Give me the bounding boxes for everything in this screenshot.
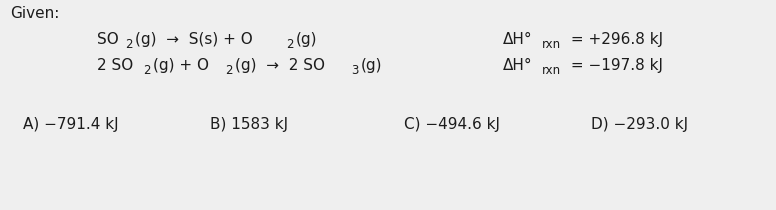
Text: A) −791.4 kJ: A) −791.4 kJ [23,117,119,133]
Text: 2 SO: 2 SO [97,58,133,73]
Text: (g): (g) [361,58,383,73]
Text: D) −293.0 kJ: D) −293.0 kJ [591,117,688,133]
Text: (g): (g) [296,32,317,47]
Text: = −197.8 kJ: = −197.8 kJ [566,58,663,73]
Text: 2: 2 [226,64,233,77]
Text: 2: 2 [144,64,151,77]
Text: rxn: rxn [542,38,560,51]
Text: SO: SO [97,32,119,47]
Text: 2: 2 [125,38,133,51]
Text: ΔH°: ΔH° [503,58,533,73]
Text: = +296.8 kJ: = +296.8 kJ [566,32,663,47]
Text: C) −494.6 kJ: C) −494.6 kJ [404,117,500,133]
Text: (g)  →  S(s) + O: (g) → S(s) + O [134,32,252,47]
Text: B) 1583 kJ: B) 1583 kJ [210,117,289,133]
Text: rxn: rxn [542,64,560,77]
Text: 3: 3 [352,64,359,77]
Text: Given:: Given: [10,6,60,21]
Text: ΔH°: ΔH° [503,32,533,47]
Text: (g)  →  2 SO: (g) → 2 SO [235,58,325,73]
Text: 2: 2 [286,38,294,51]
Text: (g) + O: (g) + O [153,58,210,73]
